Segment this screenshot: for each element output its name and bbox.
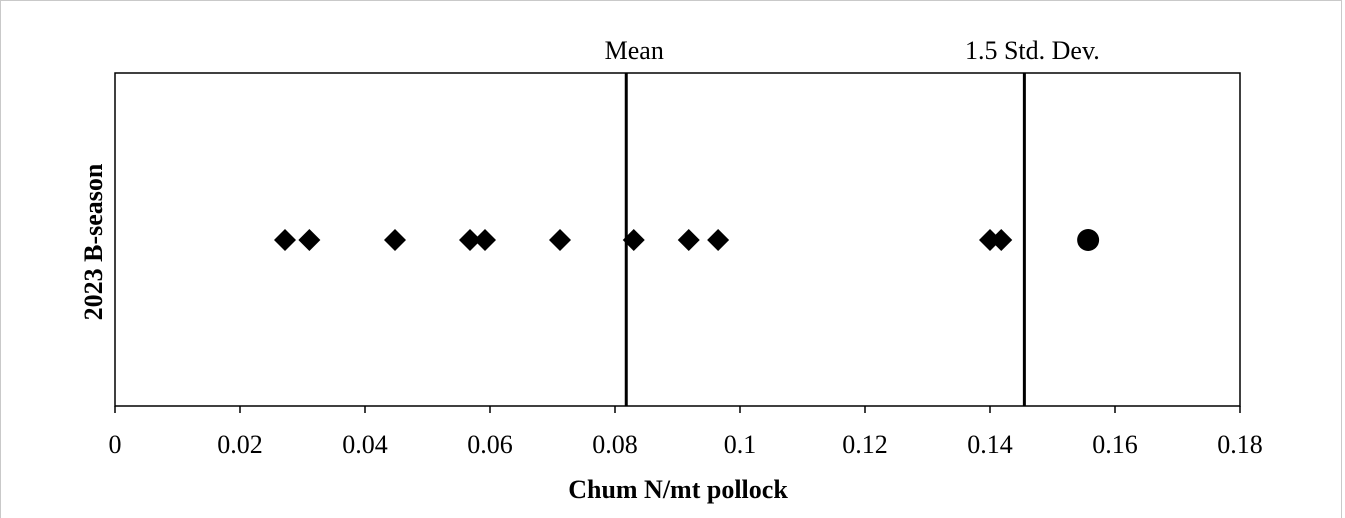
x-tick-label: 0.1	[724, 430, 757, 459]
data-point-diamond	[384, 229, 406, 251]
data-point-diamond	[274, 229, 296, 251]
data-point-diamond	[459, 229, 481, 251]
x-axis-ticks: 0 0.02 0.04 0.06 0.08 0.1 0.12 0.14 0.16 0.18	[109, 406, 1263, 459]
x-tick-label: 0.18	[1217, 430, 1263, 459]
x-tick-label: 0.14	[967, 430, 1013, 459]
reference-line-label: 1.5 Std. Dev.	[965, 36, 1100, 65]
data-point-diamond	[990, 229, 1013, 251]
plot-area	[114, 72, 1241, 407]
data-point-diamond	[707, 229, 730, 251]
x-tick-label: 0.08	[592, 430, 638, 459]
data-point-diamond	[979, 229, 1001, 251]
data-point-diamond	[677, 229, 700, 251]
reference-line-label: Mean	[605, 36, 664, 65]
x-tick-label: 0.12	[842, 430, 888, 459]
data-points	[274, 229, 1100, 251]
data-point-diamond	[549, 229, 571, 251]
x-tick-label: 0.16	[1092, 430, 1138, 459]
data-point-circle	[1077, 229, 1100, 251]
data-point-diamond	[298, 229, 321, 251]
x-tick-label: 0.06	[467, 430, 513, 459]
reference-lines: Mean 1.5 Std. Dev.	[605, 36, 1100, 406]
x-tick-label: 0	[109, 430, 122, 459]
x-axis-title: Chum N/mt pollock	[568, 475, 788, 504]
data-point-diamond	[474, 229, 496, 251]
data-point-diamond	[622, 229, 645, 251]
x-tick-label: 0.04	[342, 430, 388, 459]
x-tick-label: 0.02	[217, 430, 263, 459]
y-axis-title: 2023 B-season	[79, 163, 108, 320]
